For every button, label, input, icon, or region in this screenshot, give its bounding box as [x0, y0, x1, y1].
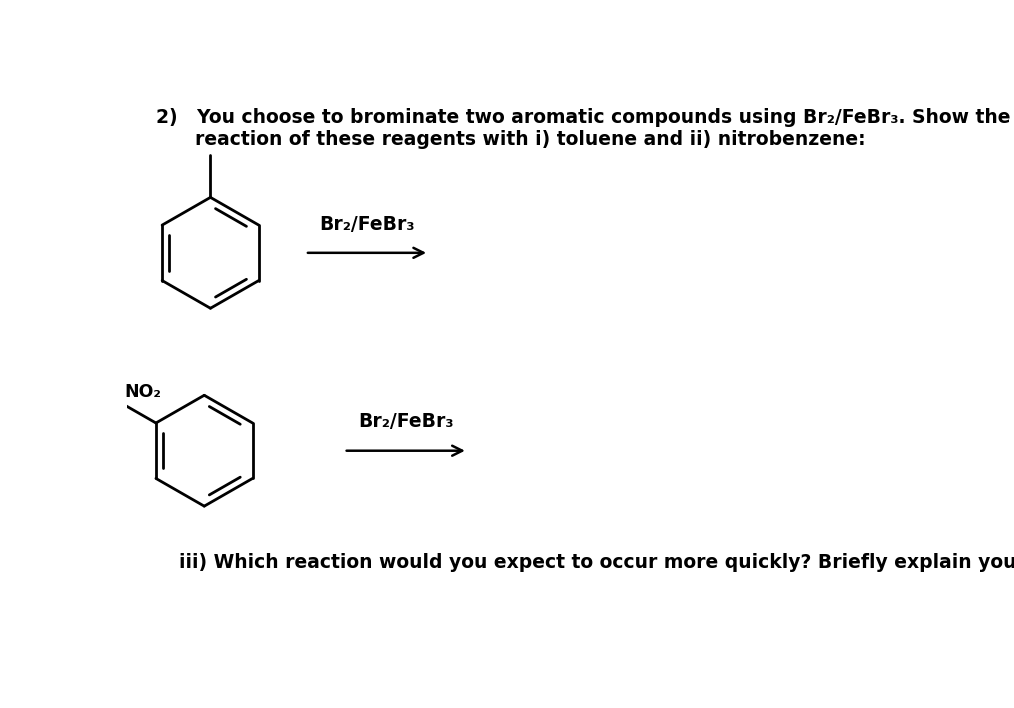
Text: reaction of these reagents with i) toluene and ii) nitrobenzene:: reaction of these reagents with i) tolue…	[156, 130, 866, 149]
Text: iii) Which reaction would you expect to occur more quickly? Briefly explain your: iii) Which reaction would you expect to …	[179, 553, 1014, 572]
Text: Br₂/FeBr₃: Br₂/FeBr₃	[358, 413, 453, 431]
Text: Br₂/FeBr₃: Br₂/FeBr₃	[319, 215, 415, 234]
Text: 2)   You choose to brominate two aromatic compounds using Br₂/FeBr₃. Show the pr: 2) You choose to brominate two aromatic …	[156, 108, 1014, 127]
Text: NO₂: NO₂	[125, 382, 161, 401]
